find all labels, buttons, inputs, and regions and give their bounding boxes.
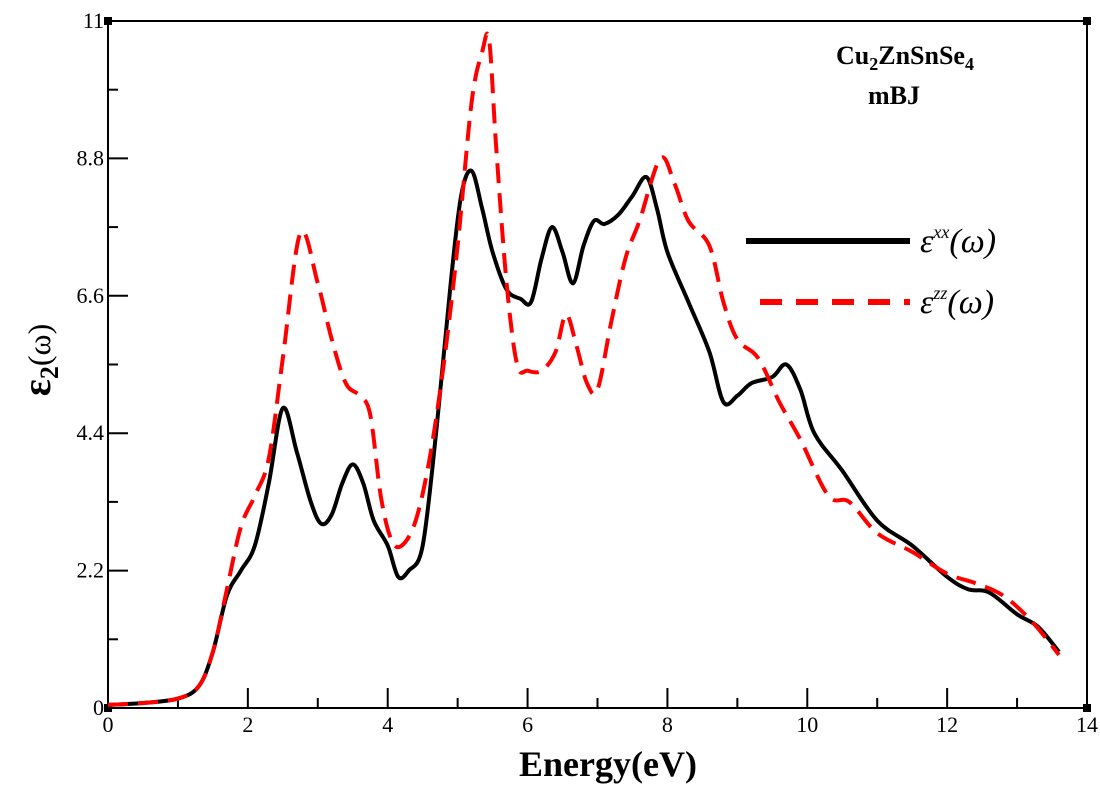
y-axis-label: ε2(ω)	[14, 324, 64, 396]
legend-xx-base: ε	[920, 223, 934, 260]
x-tick-label: 6	[522, 712, 533, 737]
legend-zz-base: ε	[920, 284, 934, 321]
y-tick-label: 2.2	[77, 558, 105, 583]
series-line-epsilon-xx	[107, 168, 1061, 707]
method-annotation: mBJ	[868, 81, 920, 110]
legend-label-zz: εzz(ω)	[920, 283, 994, 321]
x-tick-label: 12	[936, 712, 958, 737]
x-tick-label: 4	[382, 712, 393, 737]
x-tick-label: 2	[242, 712, 253, 737]
x-tick-label: 10	[796, 712, 818, 737]
y-axis-label-arg: (ω)	[21, 324, 57, 366]
legend-xx-sup: xx	[932, 222, 949, 242]
corner-handle	[1083, 17, 1091, 25]
y-axis-label-sub: 2	[35, 366, 64, 379]
y-tick-label: 8.8	[77, 145, 105, 170]
y-tick-label: 11	[83, 8, 104, 33]
compound-mid: ZnSnSe	[878, 41, 965, 70]
y-axis-label-base: ε	[14, 379, 59, 396]
y-tick-label: 4.4	[77, 420, 105, 445]
legend-label-xx: εxx(ω)	[920, 222, 996, 260]
compound-annotation: Cu2ZnSnSe4	[836, 41, 974, 74]
compound-sub2: 4	[965, 54, 974, 74]
series-layer	[107, 31, 1061, 707]
x-tick-label: 8	[662, 712, 673, 737]
legend-xx-arg: (ω)	[949, 223, 996, 260]
plot-frame	[107, 20, 1088, 709]
x-tick-label: 14	[1076, 712, 1098, 737]
y-tick-label: 0	[93, 695, 104, 720]
x-axis-ticks: 0 2 4 6 8 10 12 14	[103, 688, 1098, 737]
y-tick-label: 6.6	[77, 283, 105, 308]
legend: εxx(ω) εzz(ω)	[746, 222, 996, 321]
compound-main: Cu	[836, 41, 869, 70]
legend-zz-sup: zz	[932, 283, 947, 303]
y-axis-ticks: 0 2.2 4.4 6.6 8.8 11	[77, 8, 128, 720]
corner-handles	[104, 17, 1091, 712]
compound-sub1: 2	[869, 54, 878, 74]
x-axis-label: Energy(eV)	[519, 744, 697, 784]
series-line-epsilon-zz	[107, 31, 1061, 707]
x-tick-label: 0	[103, 712, 114, 737]
legend-zz-arg: (ω)	[947, 284, 994, 321]
